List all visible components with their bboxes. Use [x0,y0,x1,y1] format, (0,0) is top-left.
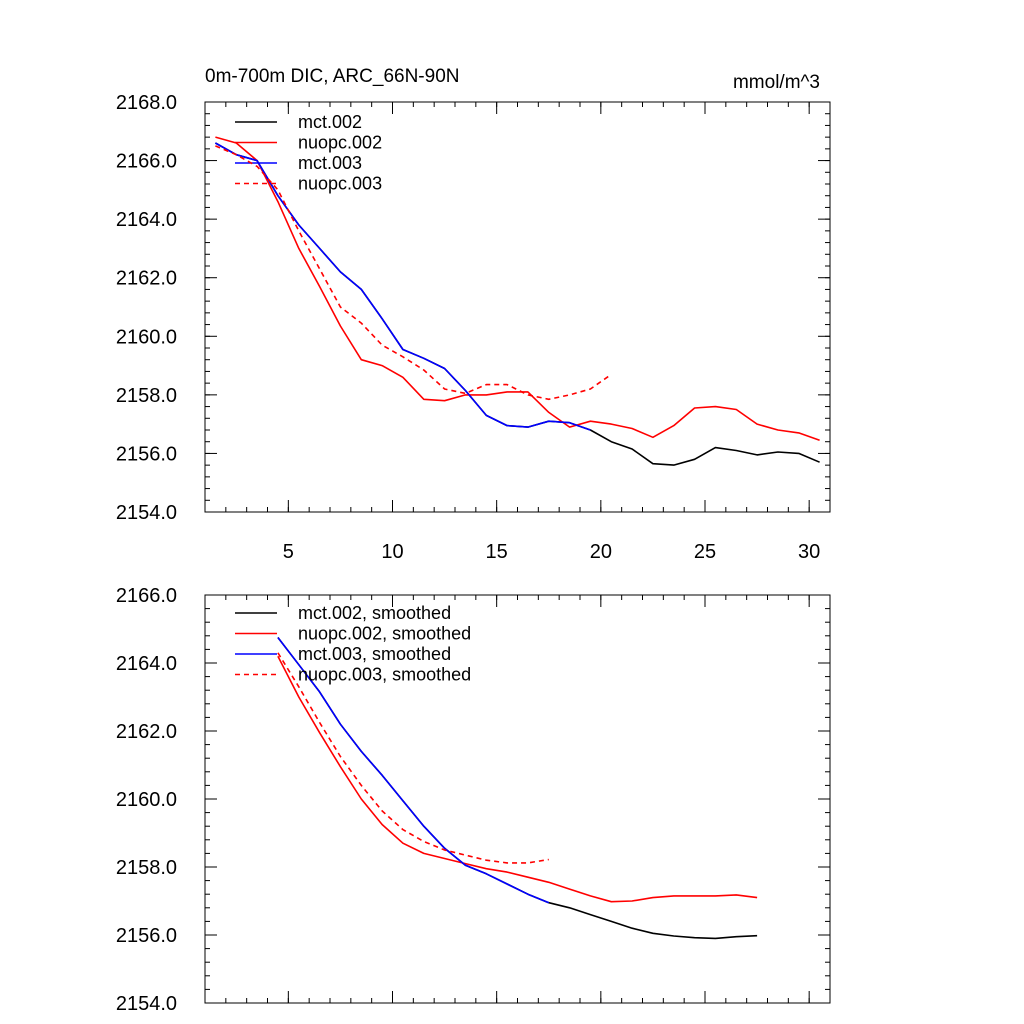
y-tick-label: 2166.0 [116,151,177,173]
legend-label: mct.003 [298,153,362,173]
chart-panel-2: 2154.0 2156.0 2158.0 2160.0 2162.0 2164.0 2166… [116,585,831,1015]
legend-label: nuopc.003 [298,174,382,194]
chart-panel-1: 5 10 15 20 25 30 2154.0 2156.0 2158.0 2160.0 2162.… [116,66,831,563]
units-label: mmol/m^3 [733,72,820,93]
y-tick-label: 2166.0 [116,585,177,607]
y-tick-label: 2162.0 [116,268,177,290]
legend-label: nuopc.002, smoothed [298,624,471,644]
x-tick-label: 30 [798,541,820,563]
x-tick-label: 15 [486,541,508,563]
legend-label: mct.002, smoothed [298,603,451,623]
legend-label: nuopc.003, smoothed [298,665,471,685]
x-tick-label: 10 [381,541,403,563]
chart-title: 0m-700m DIC, ARC_66N-90N [205,66,459,87]
x-tick-label: 5 [283,541,294,563]
x-tick-label: 20 [590,541,612,563]
legend-label: mct.003, smoothed [298,644,451,664]
y-tick-label: 2164.0 [116,653,177,675]
y-tick-label: 2158.0 [116,385,177,407]
y-tick-label: 2168.0 [116,92,177,114]
series-line-mct-003-smoothed [277,637,550,904]
series-line-nuopc-003-smoothed [277,652,549,864]
y-tick-label: 2160.0 [116,326,177,348]
legend-label: nuopc.002 [298,133,382,153]
series-line-nuopc-002 [215,136,820,442]
series-line-nuopc-003 [215,145,612,401]
y-tick-label: 2160.0 [116,789,177,811]
y-tick-label: 2154.0 [116,502,177,524]
series-line-nuopc-002-smoothed [277,655,758,903]
y-tick-label: 2154.0 [116,993,177,1015]
y-tick-label: 2162.0 [116,721,177,743]
y-tick-label: 2156.0 [116,925,177,947]
y-tick-label: 2158.0 [116,857,177,879]
y-tick-label: 2164.0 [116,209,177,231]
x-tick-label: 25 [694,541,716,563]
series-line-mct-003 [215,142,591,431]
y-tick-label: 2156.0 [116,443,177,465]
legend-label: mct.002 [298,112,362,132]
